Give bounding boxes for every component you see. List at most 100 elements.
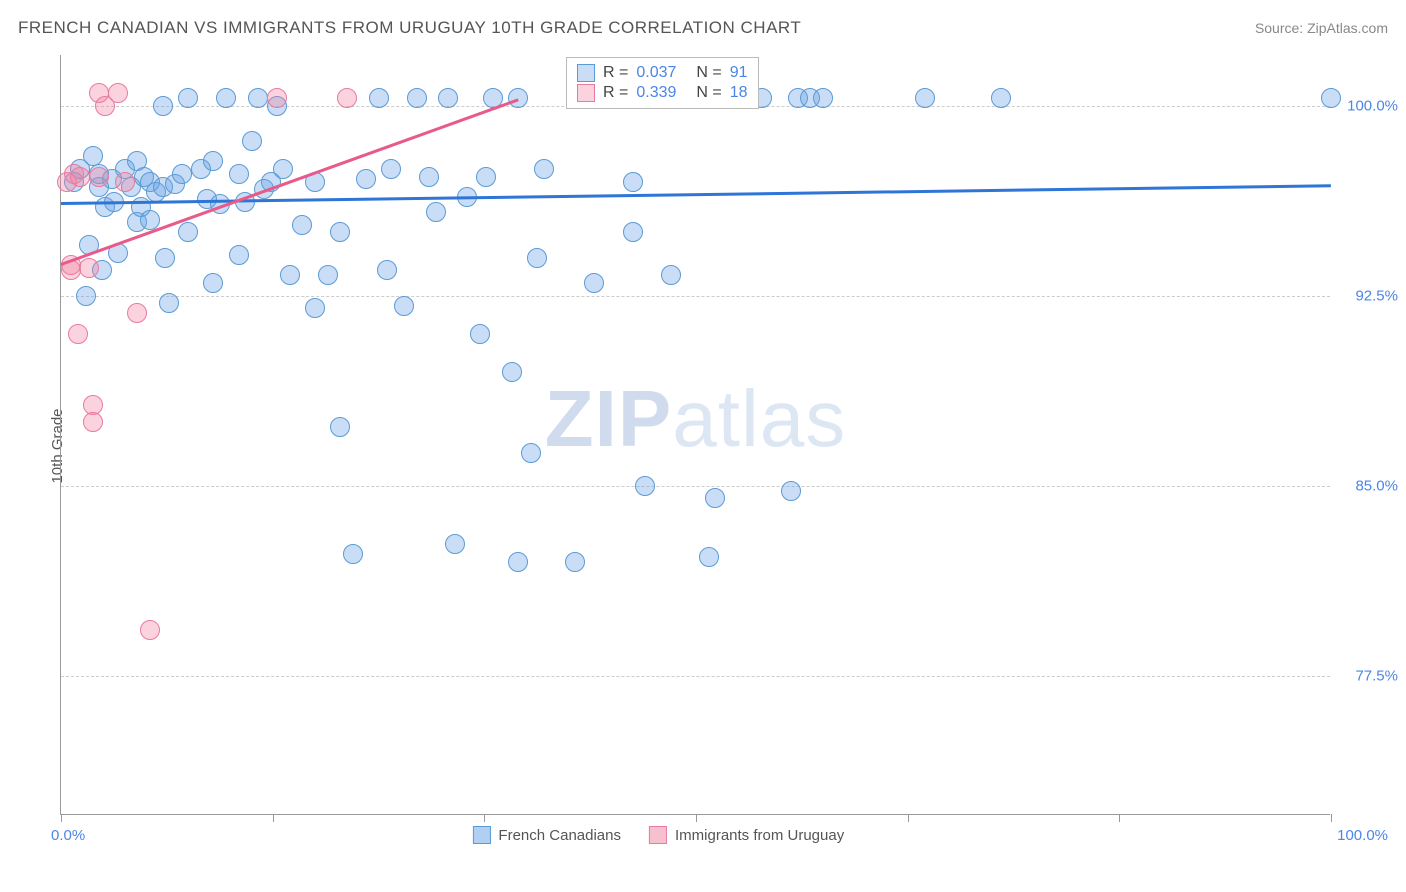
scatter-point xyxy=(534,159,554,179)
legend-item: Immigrants from Uruguay xyxy=(649,826,844,844)
stats-r-value: 0.339 xyxy=(636,84,676,102)
ytick-label: 85.0% xyxy=(1338,477,1398,494)
legend-swatch xyxy=(472,826,490,844)
scatter-point xyxy=(426,202,446,222)
scatter-point xyxy=(521,443,541,463)
scatter-point xyxy=(476,167,496,187)
stats-r-value: 0.037 xyxy=(636,64,676,82)
xaxis-max-label: 100.0% xyxy=(1337,827,1388,844)
scatter-point xyxy=(178,222,198,242)
scatter-point xyxy=(242,131,262,151)
scatter-point xyxy=(140,210,160,230)
scatter-point xyxy=(508,88,528,108)
xtick xyxy=(908,814,909,822)
xtick xyxy=(273,814,274,822)
legend-swatch xyxy=(577,84,595,102)
scatter-point xyxy=(248,88,268,108)
scatter-point xyxy=(781,481,801,501)
scatter-point xyxy=(203,151,223,171)
xaxis-min-label: 0.0% xyxy=(51,827,85,844)
scatter-point xyxy=(108,83,128,103)
scatter-point xyxy=(381,159,401,179)
scatter-point xyxy=(915,88,935,108)
scatter-point xyxy=(508,552,528,572)
stats-r-label: R = xyxy=(603,84,628,102)
stats-n-label: N = xyxy=(696,64,721,82)
scatter-point xyxy=(229,245,249,265)
stats-n-value: 18 xyxy=(730,84,748,102)
xtick xyxy=(1119,814,1120,822)
scatter-plot-area: ZIPatlas French CanadiansImmigrants from… xyxy=(60,55,1330,815)
stats-n-label: N = xyxy=(696,84,721,102)
scatter-point xyxy=(127,303,147,323)
scatter-point xyxy=(394,296,414,316)
scatter-point xyxy=(203,273,223,293)
scatter-point xyxy=(356,169,376,189)
scatter-point xyxy=(76,286,96,306)
stats-n-value: 91 xyxy=(730,64,748,82)
scatter-point xyxy=(267,88,287,108)
scatter-point xyxy=(991,88,1011,108)
stats-r-label: R = xyxy=(603,64,628,82)
scatter-point xyxy=(292,215,312,235)
scatter-point xyxy=(68,324,88,344)
scatter-point xyxy=(115,172,135,192)
scatter-point xyxy=(229,164,249,184)
ytick-label: 92.5% xyxy=(1338,287,1398,304)
scatter-point xyxy=(318,265,338,285)
gridline xyxy=(61,296,1330,297)
chart-source: Source: ZipAtlas.com xyxy=(1255,20,1388,36)
scatter-point xyxy=(623,222,643,242)
legend-label: French Canadians xyxy=(498,827,621,844)
xtick xyxy=(484,814,485,822)
scatter-point xyxy=(273,159,293,179)
scatter-point xyxy=(305,298,325,318)
scatter-point xyxy=(70,167,90,187)
scatter-point xyxy=(140,620,160,640)
scatter-point xyxy=(470,324,490,344)
title-bar: FRENCH CANADIAN VS IMMIGRANTS FROM URUGU… xyxy=(18,18,1388,38)
scatter-point xyxy=(502,362,522,382)
scatter-point xyxy=(705,488,725,508)
scatter-point xyxy=(330,417,350,437)
scatter-point xyxy=(445,534,465,554)
scatter-point xyxy=(1321,88,1341,108)
legend-item: French Canadians xyxy=(472,826,621,844)
scatter-point xyxy=(155,248,175,268)
legend-swatch xyxy=(649,826,667,844)
scatter-point xyxy=(438,88,458,108)
bottom-legend: French Canadians Immigrants from Uruguay xyxy=(472,826,844,844)
xtick xyxy=(696,814,697,822)
stats-box: R = 0.037 N = 91 R = 0.339 N = 18 xyxy=(566,57,759,109)
scatter-point xyxy=(79,258,99,278)
scatter-point xyxy=(343,544,363,564)
scatter-point xyxy=(419,167,439,187)
scatter-point xyxy=(330,222,350,242)
scatter-point xyxy=(407,88,427,108)
legend-swatch xyxy=(577,64,595,82)
scatter-point xyxy=(661,265,681,285)
scatter-point xyxy=(377,260,397,280)
scatter-point xyxy=(584,273,604,293)
scatter-point xyxy=(153,96,173,116)
scatter-point xyxy=(369,88,389,108)
scatter-point xyxy=(337,88,357,108)
scatter-point xyxy=(159,293,179,313)
scatter-point xyxy=(813,88,833,108)
scatter-point xyxy=(89,167,109,187)
gridline xyxy=(61,486,1330,487)
legend-label: Immigrants from Uruguay xyxy=(675,827,844,844)
scatter-point xyxy=(83,412,103,432)
scatter-point xyxy=(178,88,198,108)
xtick xyxy=(61,814,62,822)
scatter-point xyxy=(565,552,585,572)
scatter-point xyxy=(699,547,719,567)
watermark-light: atlas xyxy=(672,374,846,463)
watermark: ZIPatlas xyxy=(545,373,846,465)
gridline xyxy=(61,676,1330,677)
scatter-point xyxy=(527,248,547,268)
stats-row: R = 0.339 N = 18 xyxy=(577,84,748,102)
stats-row: R = 0.037 N = 91 xyxy=(577,64,748,82)
watermark-bold: ZIP xyxy=(545,374,672,463)
scatter-point xyxy=(623,172,643,192)
